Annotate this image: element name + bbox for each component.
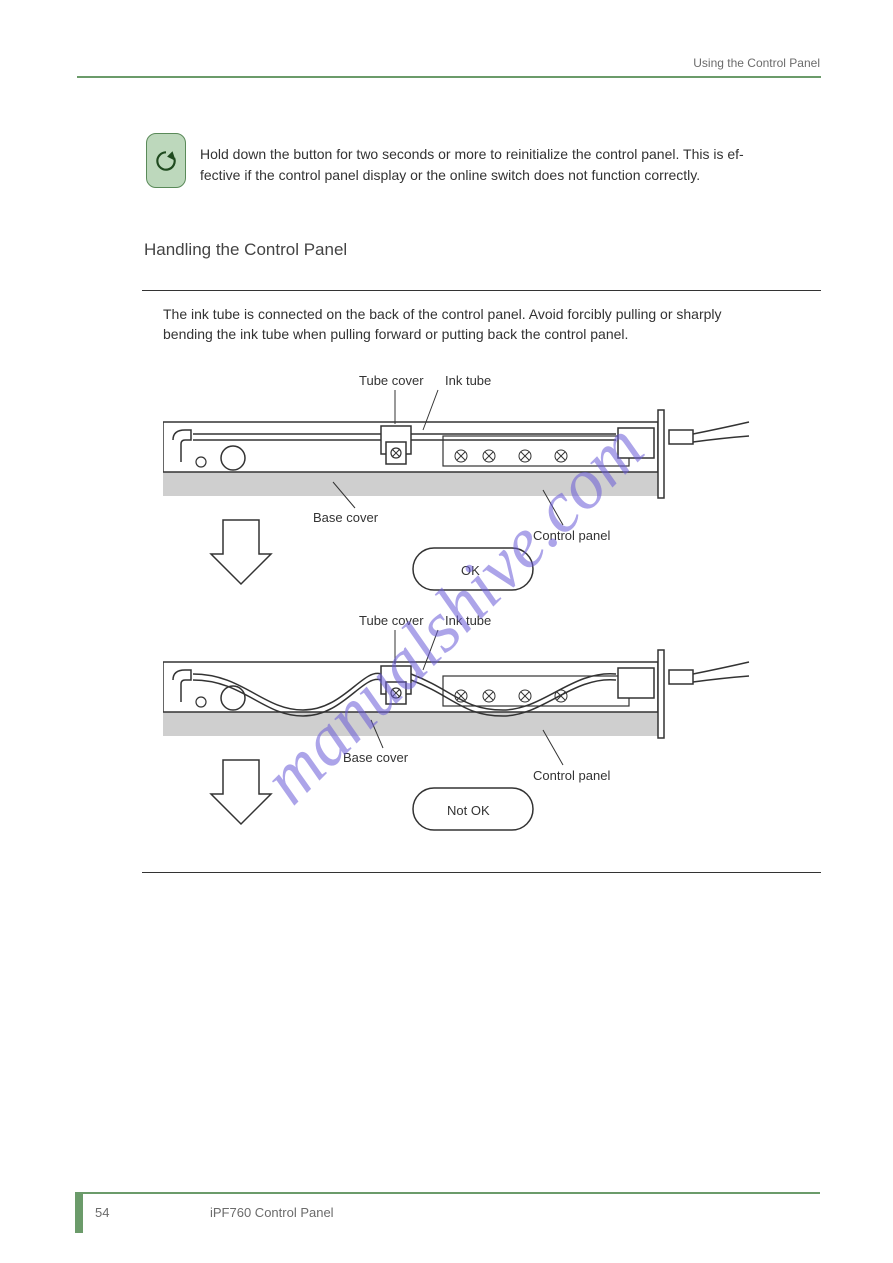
section-heading: Handling the Control Panel <box>144 240 347 260</box>
refresh-text-line2: fective if the control panel display or … <box>200 165 800 185</box>
figure: Tube cover Ink tube Base cover Control p… <box>163 370 753 890</box>
header-rule <box>77 76 821 78</box>
label-control-panel-1: Control panel <box>533 528 610 543</box>
caption-not-ok: Not OK <box>447 803 490 818</box>
label-base-cover-1: Base cover <box>313 510 379 525</box>
label-ink-tube-2: Ink tube <box>445 613 491 628</box>
caption-ok: OK <box>461 563 480 578</box>
header-text: Using the Control Panel <box>693 56 820 70</box>
section-top-rule <box>142 290 821 291</box>
label-control-panel-2: Control panel <box>533 768 610 783</box>
label-base-cover-2: Base cover <box>343 750 409 765</box>
footer-rule <box>75 1192 820 1194</box>
section-note-line1: The ink tube is connected on the back of… <box>163 306 722 322</box>
section-note-line2: bending the ink tube when pulling forwar… <box>163 326 628 342</box>
label-tube-cover-2: Tube cover <box>359 613 424 628</box>
footer-title: iPF760 Control Panel <box>210 1205 334 1220</box>
label-ink-tube-1: Ink tube <box>445 373 491 388</box>
section-bottom-rule <box>142 872 821 873</box>
footer-tab <box>75 1192 83 1233</box>
label-tube-cover-1: Tube cover <box>359 373 424 388</box>
footer-page-number: 54 <box>95 1205 109 1220</box>
refresh-text-line1: Hold down the button for two seconds or … <box>200 144 800 164</box>
refresh-icon <box>146 133 186 188</box>
